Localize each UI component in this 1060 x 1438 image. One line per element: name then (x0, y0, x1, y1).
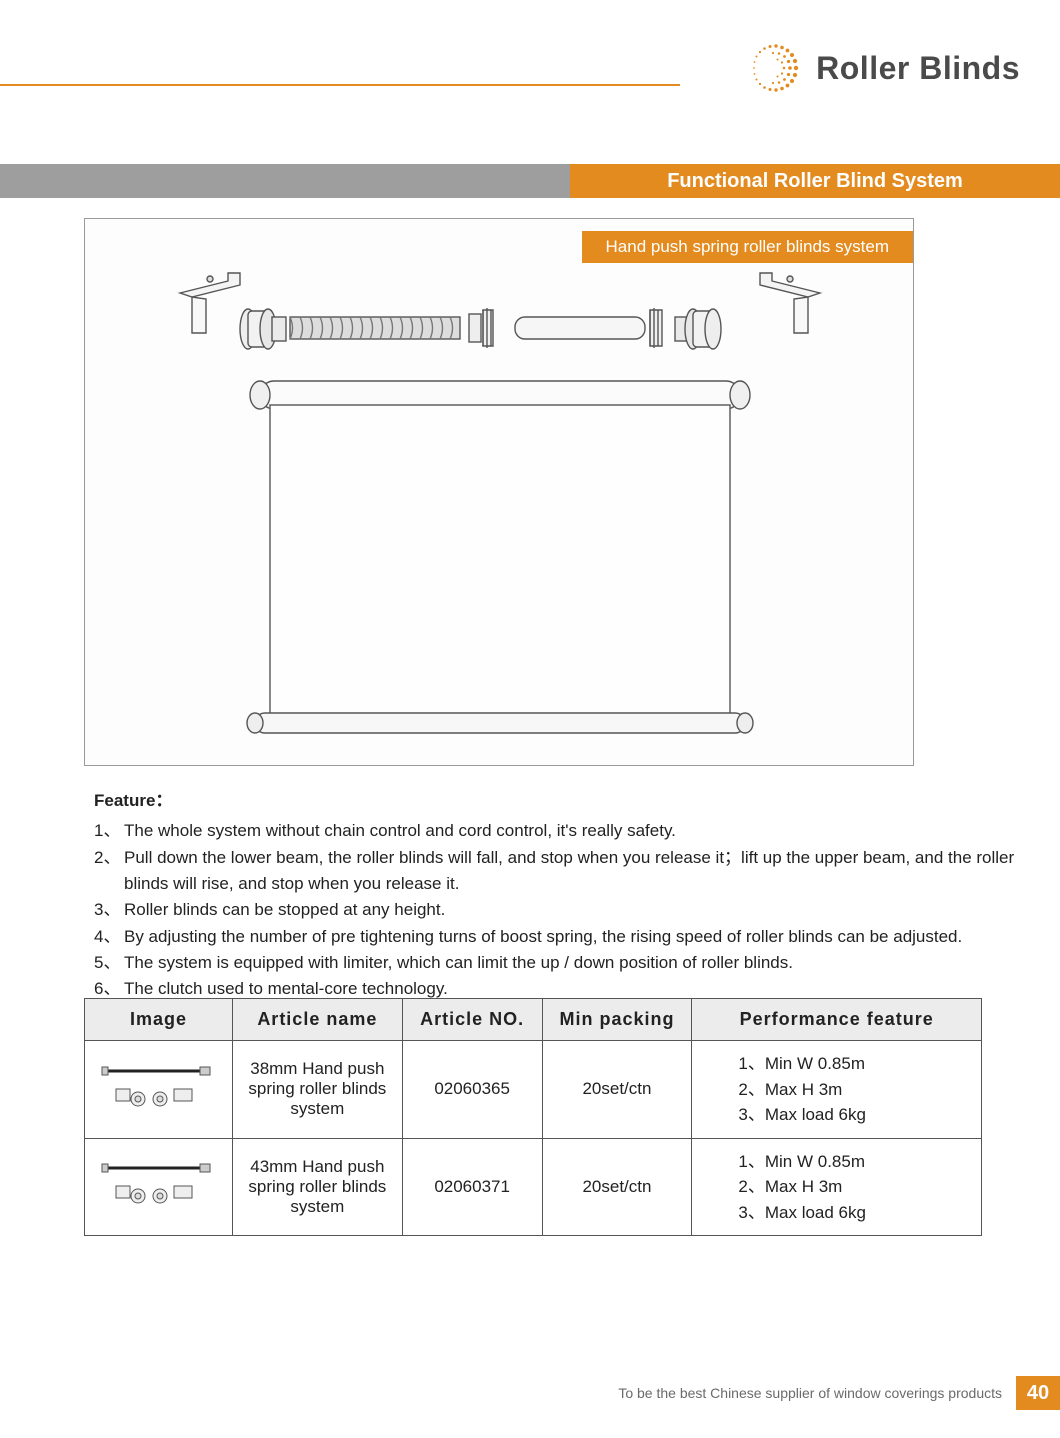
feature-text: By adjusting the number of pre tightenin… (124, 924, 1020, 950)
cell-performance: 1、Min W 0.85m 2、Max H 3m 3、Max load 6kg (692, 1041, 982, 1139)
feature-text: Roller blinds can be stopped at any heig… (124, 897, 1020, 923)
perf-text: Max load 6kg (765, 1105, 866, 1124)
footer-tagline: To be the best Chinese supplier of windo… (618, 1385, 1016, 1401)
perf-line: 3、Max load 6kg (738, 1102, 973, 1128)
feature-item: 4、By adjusting the number of pre tighten… (94, 924, 1020, 950)
page-footer: To be the best Chinese supplier of windo… (618, 1376, 1060, 1410)
perf-line: 3、Max load 6kg (738, 1200, 973, 1226)
feature-num: 5、 (94, 950, 124, 976)
illustration-box: Hand push spring roller blinds system (84, 218, 914, 766)
col-header-no: Article NO. (402, 999, 542, 1041)
section-bar-grey (0, 164, 570, 198)
perf-line: 2、Max H 3m (738, 1077, 973, 1103)
cell-min-packing: 20set/ctn (542, 1041, 692, 1139)
col-header-name: Article name (232, 999, 402, 1041)
catalog-page: Roller Blinds Functional Roller Blind Sy… (0, 0, 1060, 1438)
perf-text: Min W 0.85m (765, 1054, 865, 1073)
perf-text: Min W 0.85m (765, 1152, 865, 1171)
col-header-image: Image (85, 999, 233, 1041)
perf-text: Max H 3m (765, 1177, 842, 1196)
section-bar: Functional Roller Blind System (0, 164, 1060, 198)
table-row: 43mm Hand push spring roller blinds syst… (85, 1138, 982, 1236)
perf-line: 2、Max H 3m (738, 1174, 973, 1200)
col-header-perf: Performance feature (692, 999, 982, 1041)
cell-image (85, 1138, 233, 1236)
feature-block: Feature： 1、The whole system without chai… (94, 788, 1020, 1003)
product-table: Image Article name Article NO. Min packi… (84, 998, 982, 1236)
cell-name: 43mm Hand push spring roller blinds syst… (232, 1138, 402, 1236)
feature-num: 1、 (94, 818, 124, 844)
brand-title: Roller Blinds (816, 50, 1020, 87)
feature-heading: Feature： (94, 788, 1020, 814)
feature-item: 3、Roller blinds can be stopped at any he… (94, 897, 1020, 923)
feature-num: 3、 (94, 897, 124, 923)
page-number: 40 (1016, 1376, 1060, 1410)
brand: Roller Blinds (748, 40, 1020, 96)
perf-line: 1、Min W 0.85m (738, 1149, 973, 1175)
section-title: Functional Roller Blind System (570, 164, 1060, 198)
table-header-row: Image Article name Article NO. Min packi… (85, 999, 982, 1041)
col-header-pack: Min packing (542, 999, 692, 1041)
cell-image (85, 1041, 233, 1139)
cell-performance: 1、Min W 0.85m 2、Max H 3m 3、Max load 6kg (692, 1138, 982, 1236)
perf-text: Max H 3m (765, 1080, 842, 1099)
table-row: 38mm Hand push spring roller blinds syst… (85, 1041, 982, 1139)
feature-num: 2、 (94, 845, 124, 898)
perf-text: Max load 6kg (765, 1203, 866, 1222)
brand-logo-icon (748, 40, 804, 96)
cell-min-packing: 20set/ctn (542, 1138, 692, 1236)
feature-item: 2、Pull down the lower beam, the roller b… (94, 845, 1020, 898)
feature-text: The system is equipped with limiter, whi… (124, 950, 1020, 976)
header-rule (0, 84, 680, 86)
feature-item: 5、The system is equipped with limiter, w… (94, 950, 1020, 976)
perf-line: 1、Min W 0.85m (738, 1051, 973, 1077)
feature-text: The whole system without chain control a… (124, 818, 1020, 844)
product-illustration-icon (85, 219, 915, 767)
cell-article-no: 02060365 (402, 1041, 542, 1139)
feature-text: Pull down the lower beam, the roller bli… (124, 845, 1020, 898)
product-thumb-icon (98, 1057, 218, 1117)
cell-name: 38mm Hand push spring roller blinds syst… (232, 1041, 402, 1139)
cell-article-no: 02060371 (402, 1138, 542, 1236)
feature-item: 1、The whole system without chain control… (94, 818, 1020, 844)
product-thumb-icon (98, 1154, 218, 1214)
feature-num: 4、 (94, 924, 124, 950)
